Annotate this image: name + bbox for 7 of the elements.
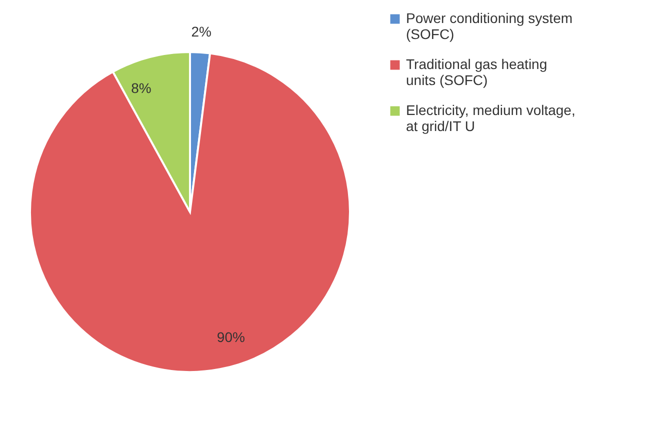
data-label: 8%: [131, 80, 152, 96]
pie-slice: [29, 52, 351, 373]
data-label: 90%: [216, 328, 245, 345]
legend-label: Traditional gas heating units (SOFC): [406, 56, 548, 88]
legend-label: Power conditioning system (SOFC): [406, 10, 573, 42]
data-label: 2%: [191, 23, 212, 40]
legend-label: Electricity, medium voltage, at grid/IT U: [406, 102, 576, 134]
